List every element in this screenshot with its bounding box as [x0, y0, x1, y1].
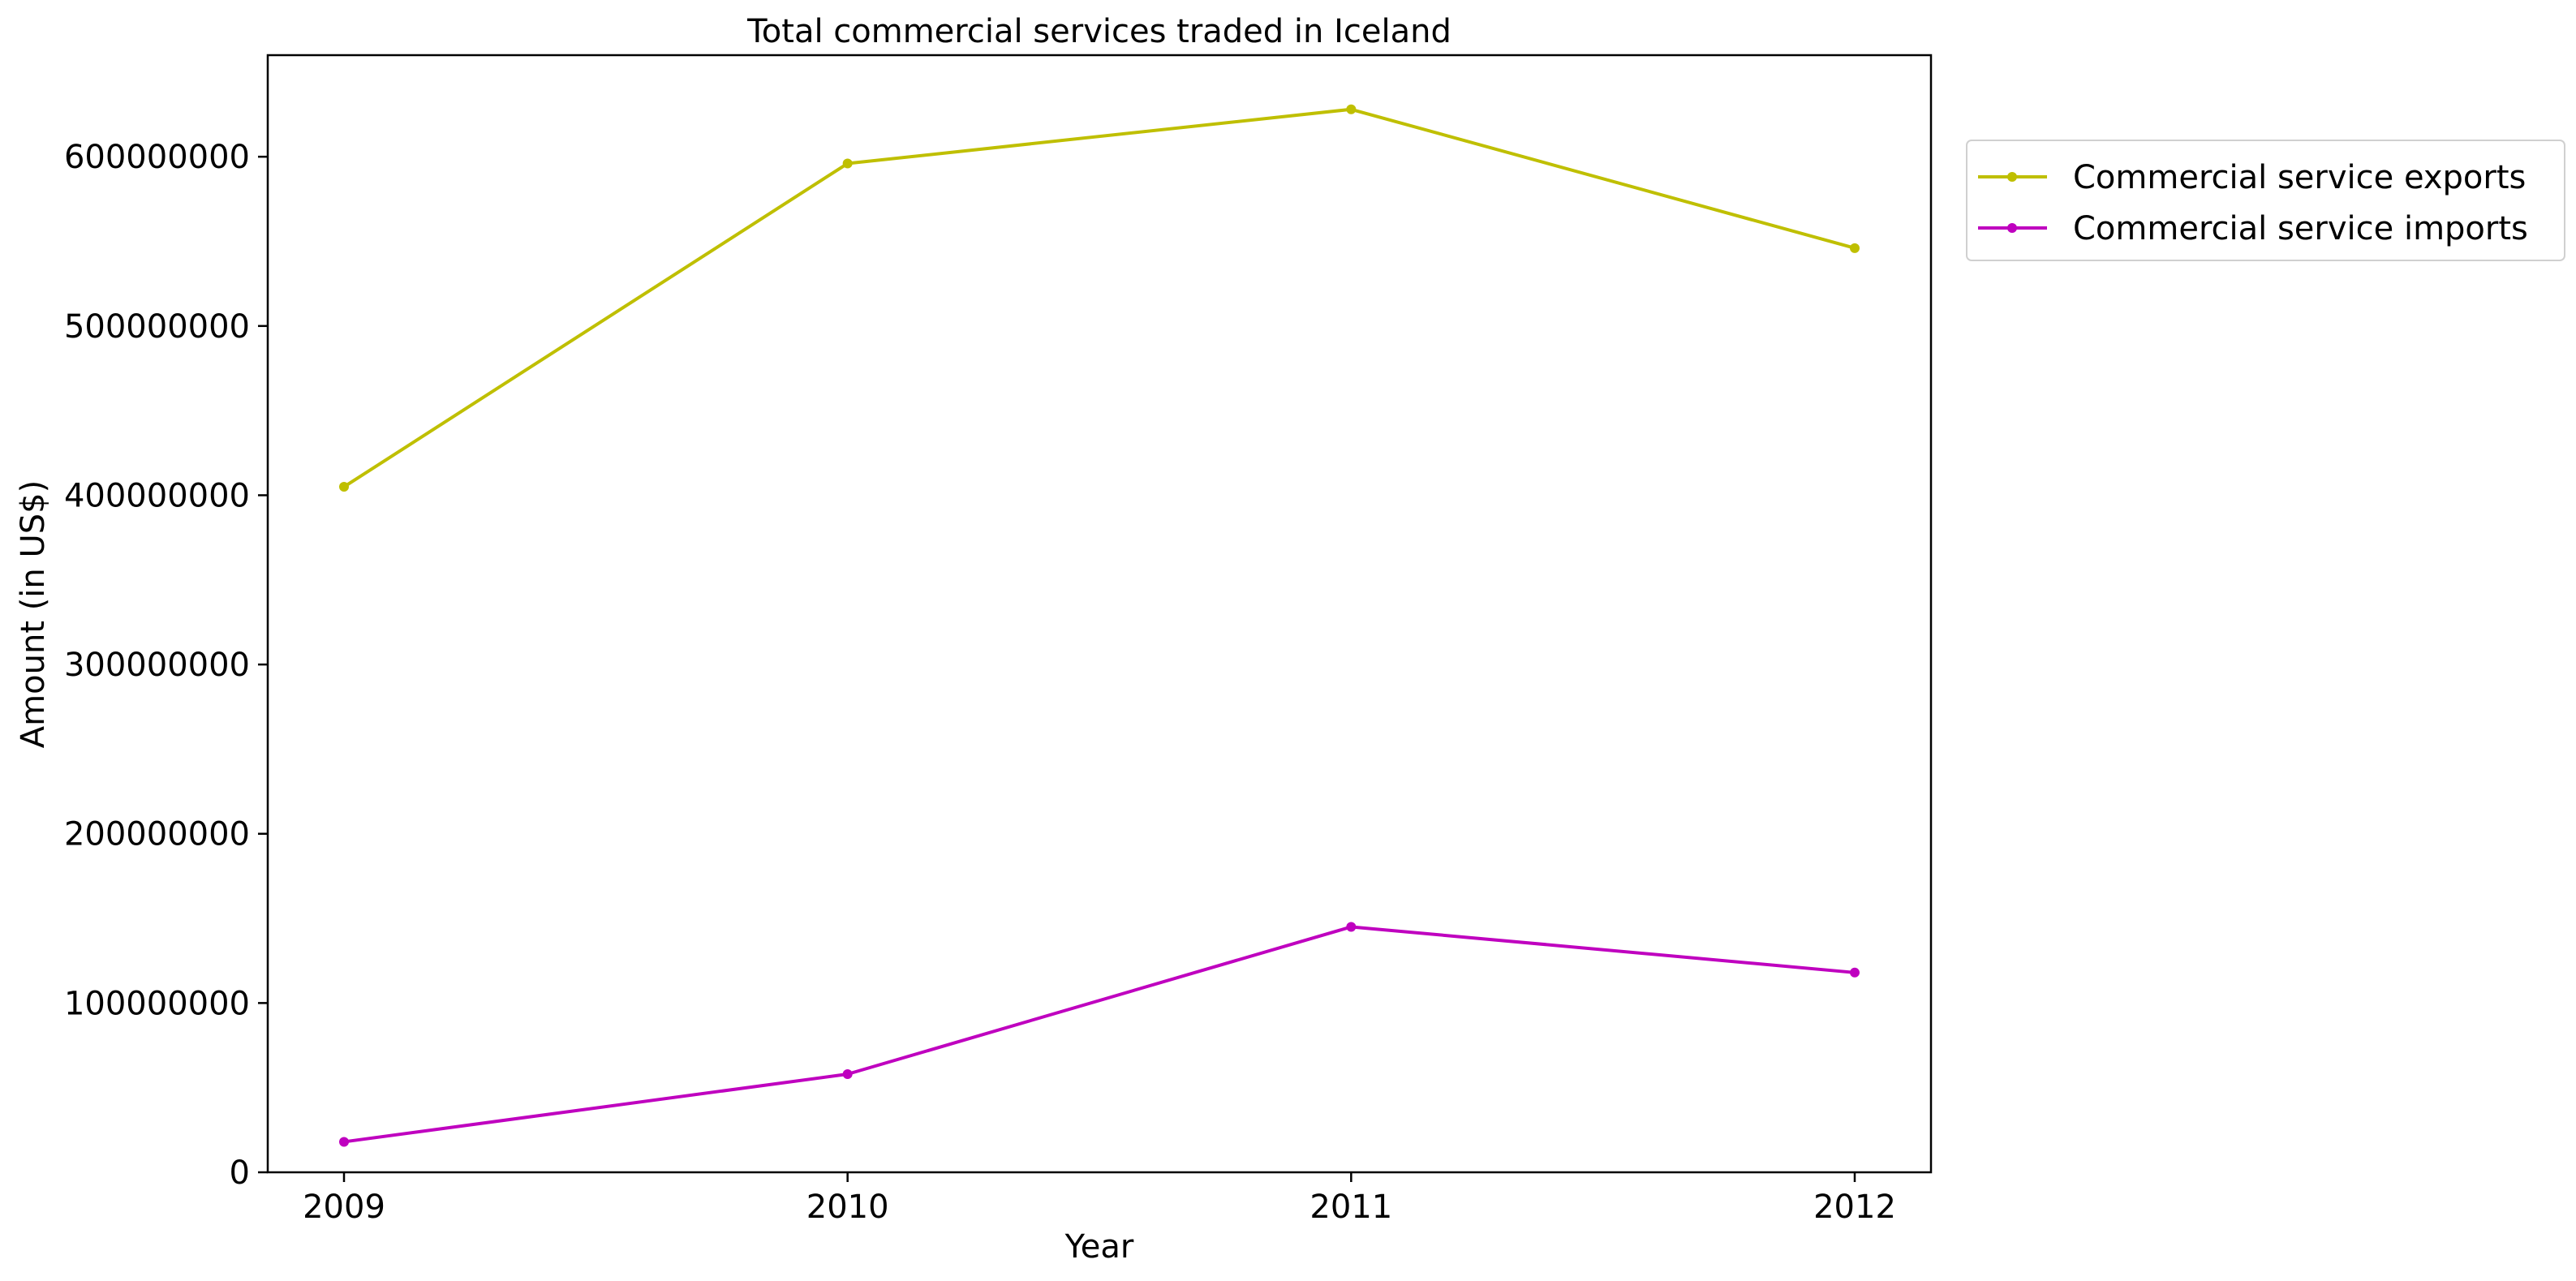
legend-label: Commercial service exports: [2073, 159, 2526, 196]
legend-entry: Commercial service exports: [1978, 159, 2526, 196]
data-point: [339, 1137, 349, 1147]
y-axis: 0 100000000 200000000 300000000 400000000 500…: [64, 139, 268, 1192]
y-tick-label: 600000000: [64, 139, 250, 176]
x-tick-label: 2011: [1310, 1189, 1392, 1226]
y-tick-label: 200000000: [64, 816, 250, 853]
plot-series: [339, 104, 1860, 1147]
x-tick-label: 2009: [303, 1189, 385, 1226]
y-tick-label: 400000000: [64, 477, 250, 514]
y-tick-label: 0: [230, 1154, 250, 1192]
series-line: [342, 107, 1856, 488]
legend-marker: [2007, 172, 2017, 182]
plot-area-frame: [266, 54, 1933, 1174]
series-imports: [339, 922, 1860, 1147]
data-point: [1346, 104, 1357, 114]
series-exports: [339, 104, 1860, 492]
data-point: [339, 482, 349, 492]
legend-marker: [2007, 223, 2017, 233]
y-axis-label: Amount (in US$): [15, 480, 52, 748]
x-axis: 2009 2010 2011 2012: [303, 1172, 1896, 1226]
y-tick-label: 300000000: [64, 647, 250, 684]
data-point: [842, 158, 853, 169]
legend-label: Commercial service imports: [2073, 210, 2528, 247]
legend-entry: Commercial service imports: [1978, 210, 2528, 247]
series-line: [343, 925, 1856, 1144]
x-axis-label: Year: [1064, 1228, 1134, 1266]
legend: Commercial service exports Commercial ser…: [1966, 140, 2565, 261]
x-tick-label: 2010: [806, 1189, 889, 1226]
data-point: [1850, 967, 1860, 978]
legend-frame: [1966, 140, 2565, 261]
data-point: [842, 1068, 853, 1079]
y-tick-label: 500000000: [64, 308, 250, 346]
x-tick-label: 2012: [1813, 1189, 1896, 1226]
chart-title: Total commercial services traded in Icel…: [746, 13, 1451, 50]
y-tick-label: 100000000: [64, 985, 250, 1022]
data-point: [1346, 922, 1357, 932]
data-point: [1850, 243, 1860, 253]
